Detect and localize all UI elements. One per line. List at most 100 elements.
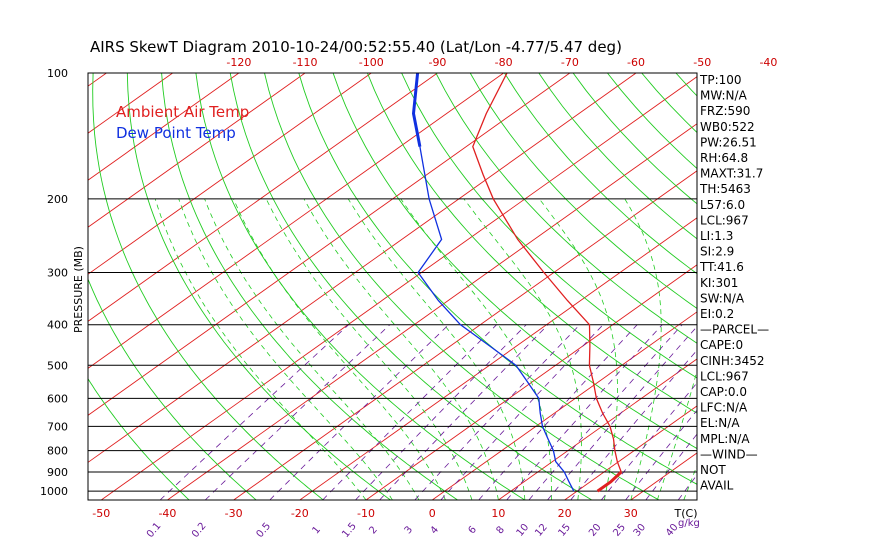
isotherm-line — [0, 54, 67, 509]
dry-adiabat-line — [126, 73, 392, 500]
temp-tick-label: 10 — [491, 507, 505, 520]
stability-index-item: MW:N/A — [700, 89, 748, 103]
top-temp-tick-label: -100 — [359, 56, 384, 69]
dry-adiabat-line — [264, 73, 660, 500]
mixing-ratio-line — [379, 324, 549, 500]
moist-adiabat-line — [178, 198, 393, 500]
dry-adiabat-line — [435, 73, 697, 344]
dry-adiabat-line — [88, 377, 190, 500]
mixing-ratio-line — [204, 324, 391, 500]
pressure-tick-label: 1000 — [40, 485, 68, 498]
temp-tick-label: -30 — [225, 507, 243, 520]
temp-tick-label: -10 — [357, 507, 375, 520]
mixing-ratio-line — [677, 474, 697, 500]
chart-grid — [0, 54, 870, 509]
isotherm-line — [365, 264, 697, 500]
mixing-ratio-line — [414, 324, 581, 500]
isotherm-line — [88, 73, 306, 228]
mixing-ratio-label: 12 — [533, 522, 550, 539]
stability-index-item: SW:N/A — [700, 291, 745, 305]
dry-adiabat-line — [229, 73, 593, 500]
temperature-line — [472, 73, 622, 492]
legend-temp: Ambient Air Temp — [116, 103, 249, 121]
dry-adiabat-line — [760, 54, 870, 509]
chart-title: AIRS SkewT Diagram 2010-10-24/00:52:55.4… — [90, 38, 622, 56]
mixing-ratio-label: 1 — [311, 524, 324, 536]
pressure-tick-label: 900 — [47, 466, 68, 479]
temp-tick-label: 0 — [429, 507, 436, 520]
temp-tick-label: -40 — [158, 507, 176, 520]
stability-index-item: AVAIL — [700, 479, 734, 493]
stability-index-item: LCL:967 — [700, 213, 749, 227]
sounding-series — [411, 73, 623, 493]
mixing-ratio-label: 10 — [515, 522, 532, 539]
dry-adiabat-line — [332, 73, 697, 450]
isotherm-line — [88, 73, 571, 416]
temperature-surface-segment — [596, 470, 623, 493]
stability-index-item: MAXT:31.7 — [700, 167, 763, 181]
moist-adiabat-line — [233, 198, 446, 500]
mixing-ratio-line — [440, 324, 604, 500]
mixing-ratio-line — [600, 382, 697, 500]
isotherm-line — [751, 54, 870, 509]
stability-index-item: RH:64.8 — [700, 151, 748, 165]
moist-adiabat-line — [538, 198, 618, 500]
stability-index-item: EL:N/A — [700, 416, 740, 430]
mixing-ratio-line — [322, 324, 497, 500]
isotherm-line — [100, 76, 697, 500]
isotherm-line — [88, 73, 373, 275]
isotherm-line — [166, 123, 697, 500]
temp-unit-label: T(C) — [674, 507, 698, 520]
moist-adiabat-line — [683, 464, 697, 500]
stability-index-item: TT:41.6 — [699, 260, 744, 274]
stability-index-item: NOT — [700, 463, 726, 477]
moist-adiabat-line — [400, 198, 552, 500]
dry-adiabat-line — [298, 73, 697, 485]
mixing-ratio-label: 3 — [403, 524, 416, 536]
mixing-ratio-label: 4 — [429, 524, 442, 536]
stability-index-item: LFC:N/A — [700, 401, 748, 415]
stability-index-item: KI:301 — [700, 276, 738, 290]
top-temp-tick-label: -70 — [561, 56, 579, 69]
mixing-ratio-label: 0.2 — [190, 521, 209, 540]
isotherm-line — [88, 73, 637, 463]
mixing-ratio-label: 1.5 — [340, 521, 359, 540]
moist-adiabat-line — [204, 198, 420, 500]
dry-adiabat-line — [161, 73, 459, 500]
pressure-tick-label: 200 — [47, 193, 68, 206]
temp-tick-label: -20 — [291, 507, 309, 520]
moist-adiabat-line — [154, 198, 367, 500]
stability-index-item: CAPE:0 — [700, 338, 743, 352]
mixing-ratio-unit: g/kg — [678, 518, 700, 529]
stability-index-item: EI:0.2 — [700, 307, 734, 321]
dry-adiabat-line — [538, 73, 697, 240]
moist-adiabat-line — [624, 198, 662, 500]
mixing-ratio-label: 2 — [367, 524, 380, 536]
stability-index-item: PW:26.51 — [700, 135, 757, 149]
pressure-tick-label: 500 — [47, 359, 68, 372]
top-temp-tick-label: -50 — [693, 56, 711, 69]
dry-adiabat-line — [469, 73, 697, 309]
stability-index-item: TH:5463 — [699, 182, 751, 196]
mixing-ratio-line — [570, 349, 697, 500]
dry-adiabat-line — [401, 73, 697, 379]
mixing-ratio-label: 6 — [467, 524, 480, 536]
stability-index-item: —WIND— — [700, 447, 758, 461]
isotherm-line — [232, 170, 697, 500]
stability-index-item: CINH:3452 — [700, 354, 765, 368]
isotherm-line — [88, 73, 240, 181]
dry-adiabat-line — [826, 54, 870, 509]
top-temp-tick-label: -80 — [495, 56, 513, 69]
mixing-ratio-line — [355, 324, 527, 500]
isotherm-line — [299, 217, 697, 500]
temp-tick-label: 30 — [624, 507, 638, 520]
stability-index-item: TP:100 — [699, 73, 742, 87]
top-temp-tick-label: -40 — [759, 56, 777, 69]
top-temp-tick-label: -60 — [627, 56, 645, 69]
mixing-ratio-label: 0.1 — [145, 521, 164, 540]
pressure-tick-label: 600 — [47, 392, 68, 405]
plot-frame — [87, 72, 698, 501]
pressure-tick-label: 300 — [47, 267, 68, 280]
